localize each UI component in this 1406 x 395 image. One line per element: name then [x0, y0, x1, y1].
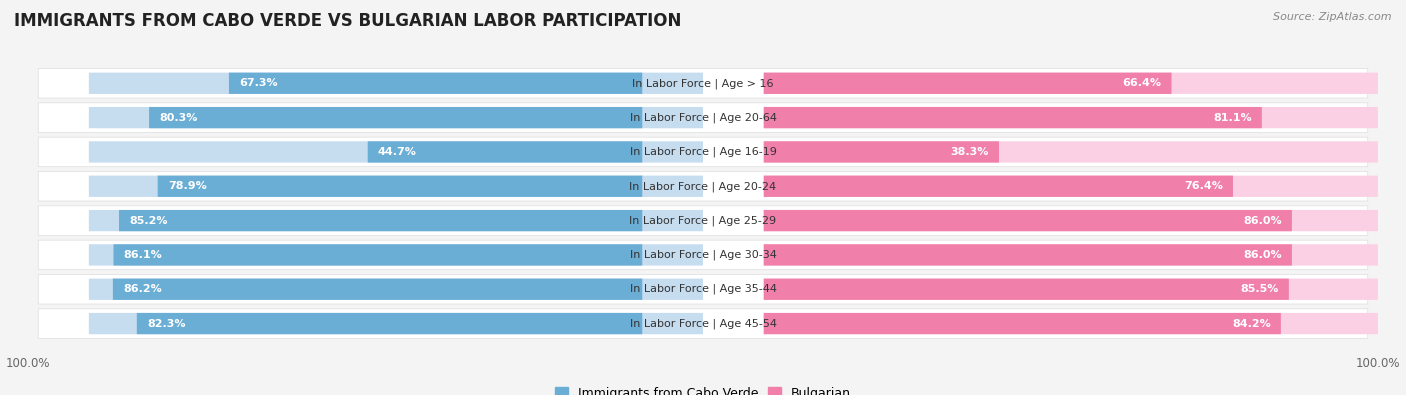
FancyBboxPatch shape	[38, 309, 1368, 339]
FancyBboxPatch shape	[763, 313, 1281, 334]
Text: In Labor Force | Age 20-24: In Labor Force | Age 20-24	[630, 181, 776, 192]
Text: 67.3%: 67.3%	[239, 78, 278, 88]
Text: 86.2%: 86.2%	[122, 284, 162, 294]
FancyBboxPatch shape	[89, 278, 703, 300]
FancyBboxPatch shape	[763, 176, 1233, 197]
FancyBboxPatch shape	[89, 176, 703, 197]
FancyBboxPatch shape	[89, 210, 703, 231]
FancyBboxPatch shape	[38, 68, 1368, 98]
Text: IMMIGRANTS FROM CABO VERDE VS BULGARIAN LABOR PARTICIPATION: IMMIGRANTS FROM CABO VERDE VS BULGARIAN …	[14, 12, 682, 30]
FancyBboxPatch shape	[763, 244, 1292, 265]
FancyBboxPatch shape	[763, 176, 1378, 197]
FancyBboxPatch shape	[763, 107, 1261, 128]
FancyBboxPatch shape	[763, 73, 1378, 94]
FancyBboxPatch shape	[763, 210, 1292, 231]
Text: 78.9%: 78.9%	[167, 181, 207, 191]
FancyBboxPatch shape	[136, 313, 643, 334]
FancyBboxPatch shape	[38, 275, 1368, 304]
Text: 84.2%: 84.2%	[1232, 319, 1271, 329]
FancyBboxPatch shape	[120, 210, 643, 231]
FancyBboxPatch shape	[763, 278, 1289, 300]
FancyBboxPatch shape	[763, 107, 1378, 128]
Text: 44.7%: 44.7%	[378, 147, 416, 157]
Text: 86.0%: 86.0%	[1243, 216, 1282, 226]
FancyBboxPatch shape	[149, 107, 643, 128]
Text: Source: ZipAtlas.com: Source: ZipAtlas.com	[1274, 12, 1392, 22]
FancyBboxPatch shape	[157, 176, 643, 197]
Text: In Labor Force | Age 16-19: In Labor Force | Age 16-19	[630, 147, 776, 157]
FancyBboxPatch shape	[89, 73, 703, 94]
Text: In Labor Force | Age > 16: In Labor Force | Age > 16	[633, 78, 773, 88]
FancyBboxPatch shape	[763, 244, 1378, 265]
FancyBboxPatch shape	[38, 137, 1368, 167]
FancyBboxPatch shape	[368, 141, 643, 163]
FancyBboxPatch shape	[89, 141, 703, 163]
Text: 82.3%: 82.3%	[148, 319, 186, 329]
FancyBboxPatch shape	[89, 107, 703, 128]
FancyBboxPatch shape	[38, 206, 1368, 235]
Text: 80.3%: 80.3%	[159, 113, 198, 122]
Text: In Labor Force | Age 35-44: In Labor Force | Age 35-44	[630, 284, 776, 295]
FancyBboxPatch shape	[89, 313, 703, 334]
Text: 76.4%: 76.4%	[1184, 181, 1223, 191]
FancyBboxPatch shape	[112, 278, 643, 300]
Text: In Labor Force | Age 45-54: In Labor Force | Age 45-54	[630, 318, 776, 329]
Text: 38.3%: 38.3%	[950, 147, 988, 157]
Text: 66.4%: 66.4%	[1122, 78, 1161, 88]
Text: 81.1%: 81.1%	[1213, 113, 1251, 122]
Text: In Labor Force | Age 30-34: In Labor Force | Age 30-34	[630, 250, 776, 260]
FancyBboxPatch shape	[38, 171, 1368, 201]
Text: 86.1%: 86.1%	[124, 250, 162, 260]
FancyBboxPatch shape	[89, 244, 703, 265]
Text: 86.0%: 86.0%	[1243, 250, 1282, 260]
FancyBboxPatch shape	[38, 240, 1368, 270]
FancyBboxPatch shape	[763, 313, 1378, 334]
FancyBboxPatch shape	[763, 141, 1378, 163]
Text: 85.2%: 85.2%	[129, 216, 167, 226]
Text: In Labor Force | Age 20-64: In Labor Force | Age 20-64	[630, 112, 776, 123]
FancyBboxPatch shape	[763, 73, 1171, 94]
FancyBboxPatch shape	[763, 141, 998, 163]
FancyBboxPatch shape	[38, 103, 1368, 132]
Text: In Labor Force | Age 25-29: In Labor Force | Age 25-29	[630, 215, 776, 226]
Text: 85.5%: 85.5%	[1240, 284, 1278, 294]
FancyBboxPatch shape	[763, 278, 1378, 300]
FancyBboxPatch shape	[114, 244, 643, 265]
FancyBboxPatch shape	[763, 210, 1378, 231]
FancyBboxPatch shape	[229, 73, 643, 94]
Legend: Immigrants from Cabo Verde, Bulgarian: Immigrants from Cabo Verde, Bulgarian	[550, 382, 856, 395]
